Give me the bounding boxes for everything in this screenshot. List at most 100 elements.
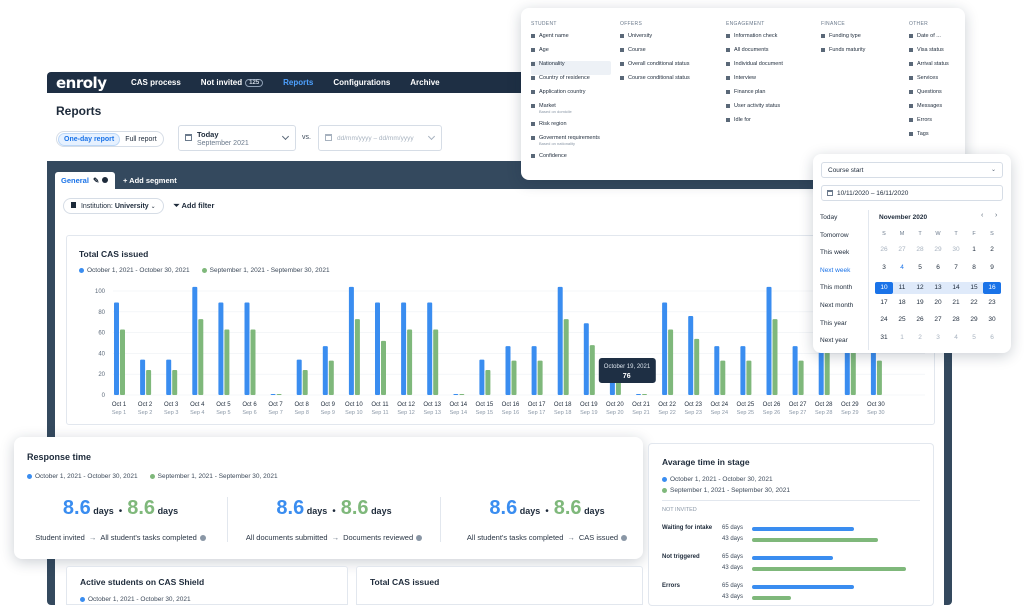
- calendar-day[interactable]: 2: [918, 333, 922, 341]
- menu-item[interactable]: Questions: [909, 89, 1004, 103]
- segment-tab-general[interactable]: General ✎: [55, 172, 115, 189]
- menu-item[interactable]: Age: [531, 47, 611, 61]
- calendar-day[interactable]: 25: [898, 316, 906, 324]
- calendar-day[interactable]: 15: [965, 281, 983, 294]
- calendar-day[interactable]: 16: [983, 281, 1001, 294]
- next-month-icon[interactable]: ›: [995, 212, 998, 219]
- nav-tab-reports[interactable]: Reports: [283, 78, 313, 87]
- one-day-report-option[interactable]: One-day report: [58, 132, 121, 146]
- menu-item[interactable]: Goverment requirements Based on nationali…: [531, 135, 611, 153]
- calendar-day[interactable]: 12: [911, 281, 929, 294]
- calendar-day[interactable]: 4: [954, 333, 958, 341]
- calendar-day[interactable]: 22: [970, 298, 978, 306]
- nav-tab-archive[interactable]: Archive: [410, 78, 439, 87]
- calendar-day[interactable]: 13: [929, 281, 947, 294]
- calendar-day[interactable]: 14: [947, 281, 965, 294]
- menu-item[interactable]: Interview: [726, 75, 821, 89]
- menu-item[interactable]: Visa status: [909, 47, 1004, 61]
- menu-item[interactable]: Errors: [909, 117, 1004, 131]
- calendar-day[interactable]: 21: [952, 298, 960, 306]
- calendar-day[interactable]: 10: [875, 281, 893, 294]
- add-filter-button[interactable]: ⏷ Add filter: [174, 201, 215, 211]
- calendar-day[interactable]: 18: [898, 298, 906, 306]
- calendar-day[interactable]: 28: [952, 316, 960, 324]
- institution-filter-chip[interactable]: Institution: University ⌄: [63, 198, 164, 214]
- menu-item[interactable]: User activity status: [726, 103, 821, 117]
- quick-range-option[interactable]: Next month: [820, 301, 854, 309]
- date-range-input[interactable]: 10/11/2020 – 16/11/2020: [821, 185, 1003, 201]
- quick-range-option[interactable]: This month: [820, 284, 853, 292]
- calendar-day[interactable]: 30: [988, 316, 996, 324]
- calendar-day[interactable]: 6: [990, 333, 994, 341]
- calendar-day[interactable]: 3: [936, 333, 940, 341]
- menu-item[interactable]: Services: [909, 75, 1004, 89]
- close-icon[interactable]: [102, 177, 109, 183]
- calendar-day[interactable]: 17: [880, 298, 888, 306]
- menu-item[interactable]: All documents: [726, 47, 821, 61]
- menu-item[interactable]: Funds maturity: [821, 47, 916, 61]
- calendar-day[interactable]: 23: [988, 298, 996, 306]
- calendar-day[interactable]: 4: [900, 263, 904, 271]
- menu-item[interactable]: Course: [620, 47, 715, 61]
- menu-item[interactable]: Finance plan: [726, 89, 821, 103]
- help-icon[interactable]: [199, 535, 206, 542]
- enroly-logo[interactable]: enroly: [56, 73, 107, 92]
- prev-month-icon[interactable]: ‹: [981, 212, 984, 219]
- calendar-day[interactable]: 1: [972, 246, 976, 253]
- menu-item[interactable]: Confidence: [531, 153, 611, 167]
- course-start-select[interactable]: Course start ⌄: [821, 162, 1003, 178]
- menu-item[interactable]: Idle for: [726, 117, 821, 131]
- help-icon[interactable]: [416, 535, 423, 542]
- menu-item[interactable]: Funding type: [821, 33, 916, 47]
- calendar-day[interactable]: 6: [936, 263, 940, 271]
- menu-item[interactable]: Individual document: [726, 61, 821, 75]
- edit-pencil-icon[interactable]: ✎: [93, 176, 100, 185]
- primary-date-picker[interactable]: Today September 2021: [178, 125, 296, 151]
- menu-item[interactable]: Arrival status: [909, 61, 1004, 75]
- calendar-day[interactable]: 8: [972, 263, 976, 271]
- calendar-day[interactable]: 29: [970, 316, 978, 324]
- menu-item[interactable]: Risk region: [531, 121, 611, 135]
- menu-item[interactable]: University: [620, 33, 715, 47]
- menu-item[interactable]: Nationality: [531, 61, 611, 75]
- menu-item[interactable]: Messages: [909, 103, 1004, 117]
- calendar-day[interactable]: 26: [916, 316, 924, 324]
- add-segment-button[interactable]: + Add segment: [123, 176, 177, 185]
- calendar-day[interactable]: 27: [934, 316, 942, 324]
- calendar-day[interactable]: 5: [918, 263, 922, 271]
- calendar-day[interactable]: 31: [880, 333, 888, 341]
- help-icon[interactable]: [621, 535, 628, 542]
- menu-item[interactable]: Market Based on domicile: [531, 103, 611, 121]
- calendar-day[interactable]: 3: [882, 263, 886, 271]
- calendar-day[interactable]: 9: [990, 263, 994, 271]
- quick-range-option[interactable]: This year: [820, 319, 847, 327]
- quick-range-option[interactable]: This week: [820, 249, 850, 257]
- calendar-day[interactable]: 1: [900, 333, 904, 341]
- full-report-option[interactable]: Full report: [125, 135, 157, 143]
- quick-range-option[interactable]: Next year: [820, 337, 848, 345]
- calendar-day[interactable]: 5: [972, 333, 976, 341]
- quick-range-option[interactable]: Tomorrow: [820, 231, 849, 239]
- calendar-day[interactable]: 26: [880, 246, 888, 253]
- calendar-day[interactable]: 2: [990, 246, 994, 253]
- menu-item[interactable]: Course conditional status: [620, 75, 715, 89]
- menu-item[interactable]: Information check: [726, 33, 821, 47]
- menu-item[interactable]: Overall conditional status: [620, 61, 715, 75]
- calendar-day[interactable]: 7: [954, 263, 958, 271]
- calendar-day[interactable]: 11: [893, 281, 911, 294]
- quick-range-option[interactable]: Today: [820, 214, 838, 221]
- calendar-day[interactable]: 29: [934, 246, 942, 253]
- nav-tab-not-invited[interactable]: Not invited 125: [201, 78, 264, 87]
- nav-tab-cas-process[interactable]: CAS process: [131, 78, 181, 87]
- nav-tab-configurations[interactable]: Configurations: [333, 78, 390, 87]
- calendar-day[interactable]: 28: [916, 246, 924, 253]
- compare-date-picker[interactable]: dd/mm/yyyy – dd/mm/yyyy: [318, 125, 442, 151]
- menu-item[interactable]: Agent name: [531, 33, 611, 47]
- menu-item[interactable]: Date of ...: [909, 33, 1004, 47]
- calendar-day[interactable]: 19: [916, 298, 924, 306]
- calendar-day[interactable]: 30: [952, 246, 960, 253]
- calendar-day[interactable]: 20: [934, 298, 942, 306]
- menu-item[interactable]: Application country: [531, 89, 611, 103]
- menu-item[interactable]: Country of residence: [531, 75, 611, 89]
- calendar-day[interactable]: 27: [898, 246, 906, 253]
